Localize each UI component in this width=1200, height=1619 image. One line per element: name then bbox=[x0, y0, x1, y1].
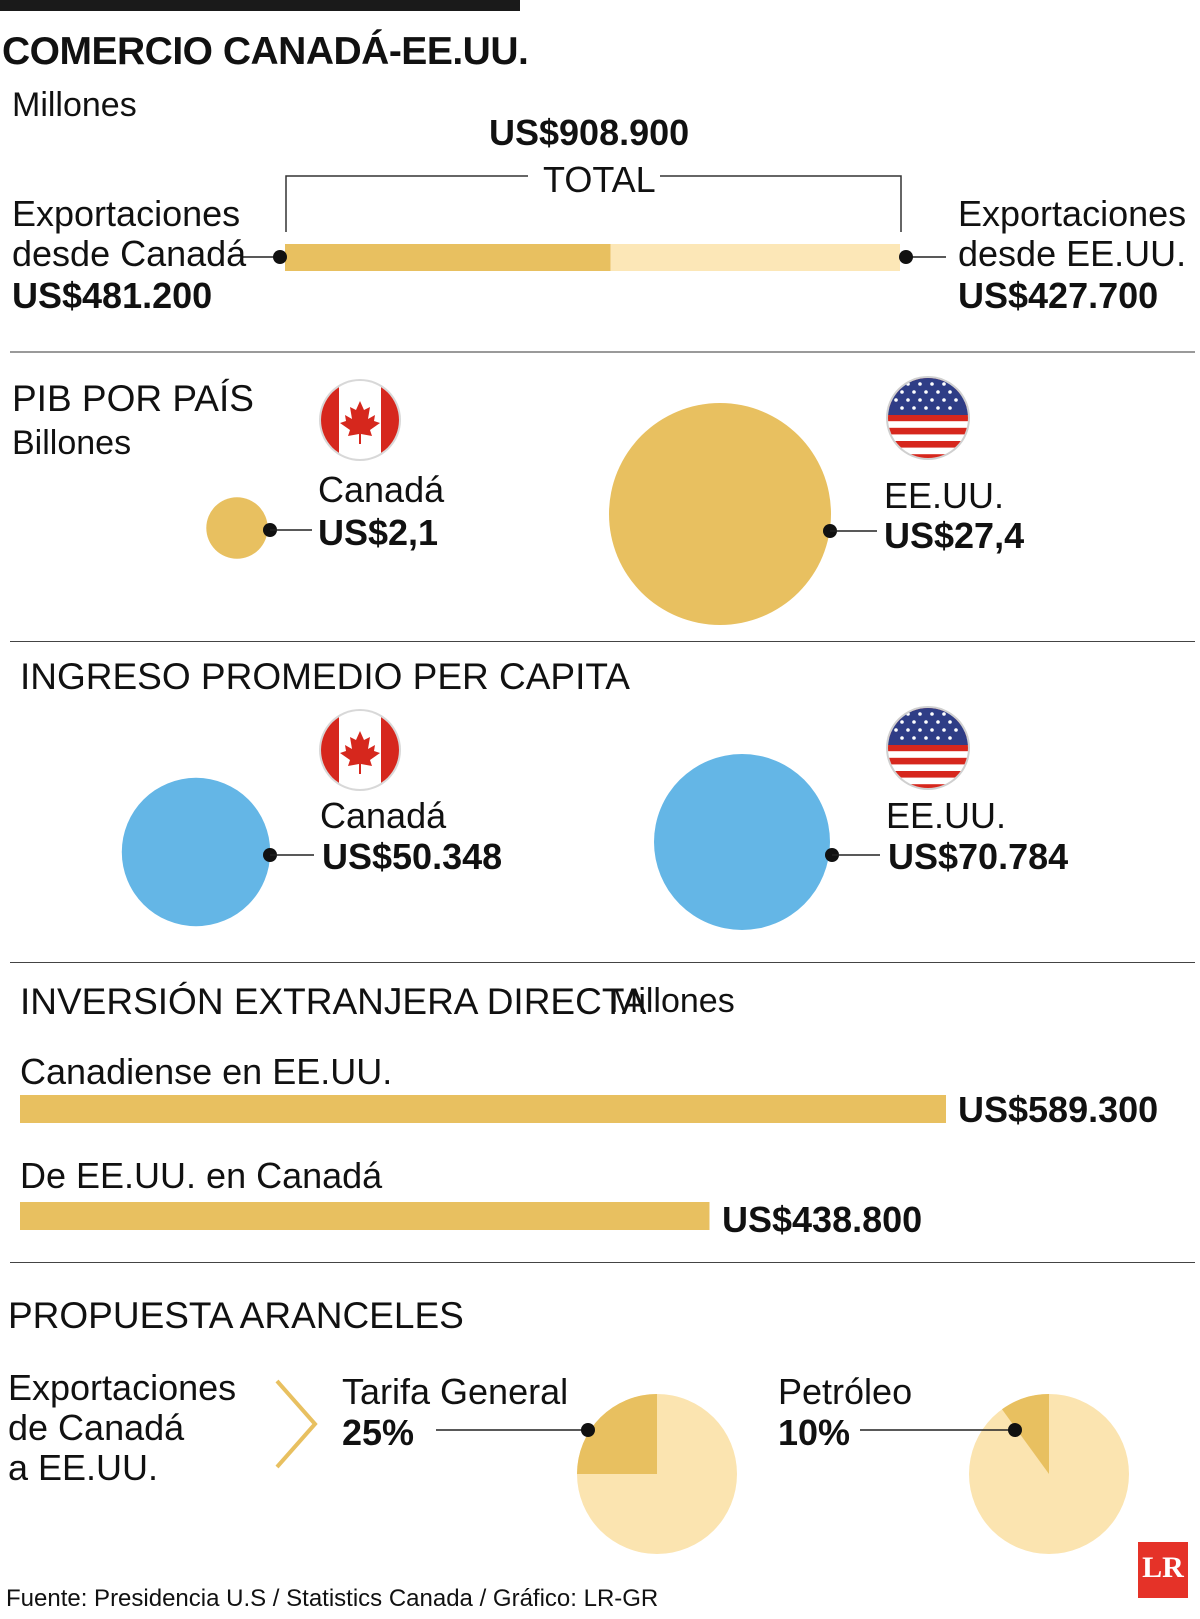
separator bbox=[10, 641, 1195, 642]
top-rule bbox=[0, 0, 520, 11]
canada-flag-icon bbox=[319, 379, 401, 461]
us-flag-icon bbox=[886, 376, 970, 460]
gdp-bubble-us bbox=[609, 403, 831, 625]
income-us-name: EE.UU. bbox=[886, 795, 1007, 836]
fdi-title: INVERSIÓN EXTRANJERA DIRECTA bbox=[20, 981, 647, 1022]
tariffs-desc-2: de Canadá bbox=[8, 1407, 185, 1448]
pie-general-tariff bbox=[577, 1394, 737, 1554]
source-note: Fuente: Presidencia U.S / Statistics Can… bbox=[6, 1585, 659, 1612]
general-tariff-label: Tarifa General bbox=[342, 1371, 569, 1412]
separator bbox=[10, 962, 1195, 963]
fdi-label-us-in-canada: De EE.UU. en Canadá bbox=[20, 1155, 383, 1196]
fdi-bar-canadian-in-us bbox=[20, 1095, 946, 1123]
income-title: INGRESO PROMEDIO PER CAPITA bbox=[20, 656, 630, 697]
total-bracket bbox=[285, 175, 902, 232]
income-canada-name: Canadá bbox=[320, 795, 447, 836]
tariffs-desc-1: Exportaciones bbox=[8, 1367, 237, 1408]
separator bbox=[10, 1262, 1195, 1263]
trade-total-label: TOTAL bbox=[543, 159, 656, 200]
oil-leader-dot bbox=[1008, 1423, 1022, 1437]
us-export-label-1: Exportaciones bbox=[958, 193, 1187, 234]
income-bubble-us bbox=[654, 754, 830, 930]
trade-unit: Millones bbox=[12, 86, 137, 124]
main-title: COMERCIO CANADÁ-EE.UU. bbox=[2, 30, 529, 73]
income-us-value: US$70.784 bbox=[888, 836, 1069, 877]
tariffs-title: PROPUESTA ARANCELES bbox=[8, 1295, 464, 1336]
general-tariff-value: 25% bbox=[342, 1412, 415, 1453]
tariffs-desc-3: a EE.UU. bbox=[8, 1447, 159, 1488]
fdi-value-canadian-in-us: US$589.300 bbox=[958, 1089, 1159, 1130]
fdi-value-us-in-canada: US$438.800 bbox=[722, 1199, 923, 1240]
lr-logo: LR bbox=[1138, 1542, 1188, 1598]
gdp-unit: Billones bbox=[12, 424, 132, 462]
gdp-bubble-canada bbox=[206, 497, 268, 559]
oil-tariff-label: Petróleo bbox=[778, 1371, 913, 1412]
trade-bar-canada bbox=[285, 244, 611, 271]
oil-tariff-slice bbox=[1002, 1394, 1049, 1474]
us-flag-icon bbox=[886, 706, 970, 790]
trade-total-value: US$908.900 bbox=[489, 112, 690, 153]
canada-leader-dot bbox=[273, 250, 287, 264]
gdp-canada-value: US$2,1 bbox=[318, 512, 439, 553]
gdp-canada-name: Canadá bbox=[318, 469, 445, 510]
trade-bar-us bbox=[610, 244, 900, 271]
income-canada-value: US$50.348 bbox=[322, 836, 503, 877]
canada-export-value: US$481.200 bbox=[12, 275, 213, 316]
general-leader-dot bbox=[581, 1423, 595, 1437]
canada-export-label-2: desde Canadá bbox=[12, 233, 247, 274]
general-tariff-slice bbox=[577, 1394, 657, 1474]
gdp-title: PIB POR PAÍS bbox=[12, 378, 254, 419]
gdp-us-value: US$27,4 bbox=[884, 515, 1025, 556]
pie-oil-tariff bbox=[969, 1394, 1129, 1554]
chevron-right-icon bbox=[275, 1379, 318, 1469]
income-bubble-canada bbox=[121, 777, 271, 927]
canada-flag-icon bbox=[319, 709, 401, 791]
gdp-us-name: EE.UU. bbox=[884, 475, 1005, 516]
separator bbox=[10, 351, 1195, 353]
us-export-value: US$427.700 bbox=[958, 275, 1159, 316]
oil-tariff-value: 10% bbox=[778, 1412, 851, 1453]
us-export-label-2: desde EE.UU. bbox=[958, 233, 1187, 274]
fdi-label-canadian-in-us: Canadiense en EE.UU. bbox=[20, 1051, 393, 1092]
us-leader-dot bbox=[899, 250, 913, 264]
fdi-unit: Millones bbox=[610, 982, 735, 1020]
canada-export-label-1: Exportaciones bbox=[12, 193, 241, 234]
fdi-bar-us-in-canada bbox=[20, 1202, 710, 1230]
